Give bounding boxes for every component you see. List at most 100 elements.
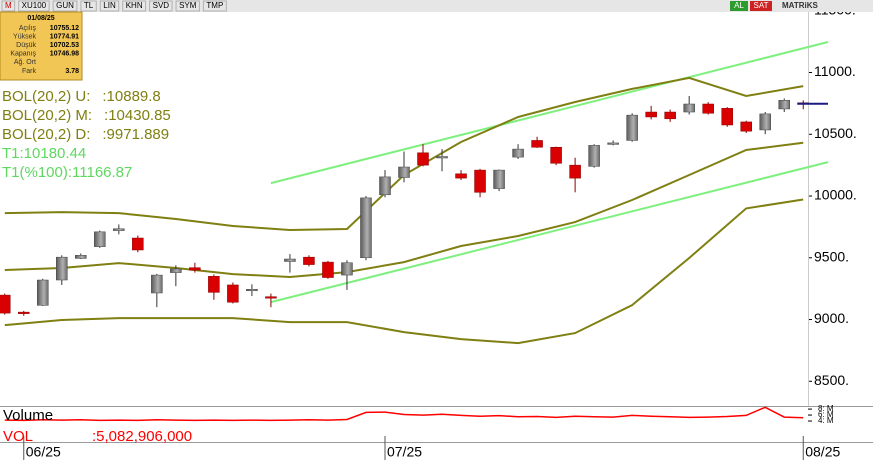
- trend-line: [270, 161, 829, 304]
- info-label: Fark: [22, 68, 37, 75]
- toolbar-item[interactable]: TL: [84, 1, 94, 10]
- band-legend-name: BOL(20,2) D:: [2, 126, 90, 143]
- sell-label[interactable]: SAT: [754, 1, 769, 10]
- toolbar-button[interactable]: [18, 0, 50, 12]
- band-legend: BOL(20,2) D: :9971.889: [2, 126, 169, 143]
- candle-body: [94, 231, 106, 247]
- volume-tick-label: 8: M: [818, 404, 834, 413]
- trend-legend: T1(%100):11166.87: [2, 164, 132, 181]
- toolbar-item[interactable]: KHN: [126, 1, 143, 10]
- toolbar-button[interactable]: [80, 0, 97, 12]
- toolbar-button[interactable]: [202, 0, 227, 12]
- band-legend-name: BOL(20,2) U:: [2, 88, 90, 105]
- candle-body: [189, 267, 201, 271]
- toolbar-button[interactable]: [175, 0, 200, 12]
- candle-body: [683, 103, 695, 113]
- y-tick-label: 10500.: [814, 125, 857, 141]
- x-tick-label: 08/25: [805, 444, 840, 460]
- buy-label[interactable]: AL: [734, 1, 744, 10]
- band-legend-value: :9971.889: [102, 126, 169, 143]
- info-label: Yüksek: [13, 33, 36, 40]
- x-tick-label: 07/25: [387, 444, 422, 460]
- candle-body: [759, 113, 771, 131]
- brand[interactable]: MATRiKS: [782, 1, 819, 10]
- candle-body: [493, 169, 505, 189]
- candle-body: [379, 176, 391, 196]
- candle-body: [702, 103, 714, 114]
- candle-body: [778, 100, 790, 110]
- candle-body: [322, 261, 334, 278]
- info-value: 3.78: [65, 68, 79, 75]
- toolbar-button[interactable]: [99, 0, 120, 12]
- candle-body: [170, 268, 182, 273]
- info-value: 10746.98: [50, 51, 79, 58]
- y-tick-label: 11000.: [814, 63, 856, 79]
- candle-body: [37, 279, 49, 306]
- toolbar-item[interactable]: TMP: [206, 1, 223, 10]
- candle-body: [569, 164, 581, 179]
- candle-body: [721, 108, 733, 126]
- candle-body: [132, 237, 144, 251]
- toolbar-item[interactable]: M: [5, 1, 12, 10]
- buy-button[interactable]: [730, 1, 748, 11]
- info-value: 10702.53: [50, 42, 79, 49]
- band-legend-name: BOL(20,2) M:: [2, 107, 92, 124]
- info-value: 10774.91: [50, 33, 79, 40]
- toolbar-item[interactable]: GUN: [56, 1, 74, 10]
- candle-body: [208, 276, 220, 293]
- toolbar-item[interactable]: LIN: [103, 1, 116, 10]
- candle-body: [740, 121, 752, 132]
- toolbar-button[interactable]: [149, 0, 173, 12]
- candle-body: [227, 284, 239, 303]
- candle-body: [265, 296, 277, 299]
- band-legend: BOL(20,2) M: :10430.85: [2, 107, 171, 124]
- y-tick-label: 9000.: [814, 310, 849, 326]
- y-tick-label: 11500.: [814, 1, 856, 17]
- toolbar-item[interactable]: SVD: [153, 1, 170, 10]
- info-label: Açılış: [19, 25, 37, 32]
- toolbar-button[interactable]: [122, 0, 147, 12]
- band-legend-value: :10889.8: [102, 88, 160, 105]
- candle-body: [303, 256, 315, 265]
- candle-body: [588, 145, 600, 167]
- candle-body: [607, 142, 619, 145]
- candle-body: [417, 152, 429, 166]
- candle-body: [151, 274, 163, 294]
- trend-legend: T1:10180.44: [2, 145, 86, 162]
- candle-body: [531, 140, 543, 148]
- candle-body: [0, 294, 11, 314]
- toolbar-button[interactable]: [1, 0, 16, 12]
- info-box: [0, 11, 83, 81]
- sell-button[interactable]: [750, 1, 772, 11]
- bollinger-band: [4, 198, 804, 345]
- candle-body: [455, 173, 467, 179]
- info-value: 10755.12: [50, 25, 79, 32]
- bollinger-band: [4, 141, 804, 279]
- band-legend: BOL(20,2) U: :10889.8: [2, 88, 161, 105]
- trend-line: [270, 41, 829, 185]
- toolbar-button[interactable]: [52, 0, 78, 12]
- y-tick-label: 9500.: [814, 248, 849, 264]
- candle-body: [341, 262, 353, 276]
- toolbar-item[interactable]: XU100: [22, 1, 47, 10]
- y-tick-label: 10000.: [814, 187, 857, 203]
- candle-body: [360, 197, 372, 259]
- candle-body: [246, 289, 258, 292]
- volume-title: Volume: [3, 407, 53, 424]
- info-label: Düşük: [16, 42, 36, 49]
- volume-tick-label: 4: M: [818, 416, 834, 425]
- candle-body: [75, 255, 87, 259]
- info-label: Kapanış: [10, 51, 36, 58]
- volume-last: :5,082,906,000: [92, 428, 192, 445]
- band-legend-value: :10430.85: [104, 107, 171, 124]
- candle-body: [113, 228, 125, 231]
- candle-body: [436, 156, 448, 159]
- volume-tick-label: 6: M: [818, 410, 834, 419]
- volume-name: VOL: [3, 428, 33, 445]
- volume-line: [4, 406, 804, 422]
- candle-body: [284, 258, 296, 262]
- candle-body: [398, 166, 410, 178]
- toolbar-item[interactable]: SYM: [179, 1, 197, 10]
- overlay: M XU100 GUN TL LIN KHN SVD SYM TMP AL SAT MATRiKS BO…: [0, 0, 840, 460]
